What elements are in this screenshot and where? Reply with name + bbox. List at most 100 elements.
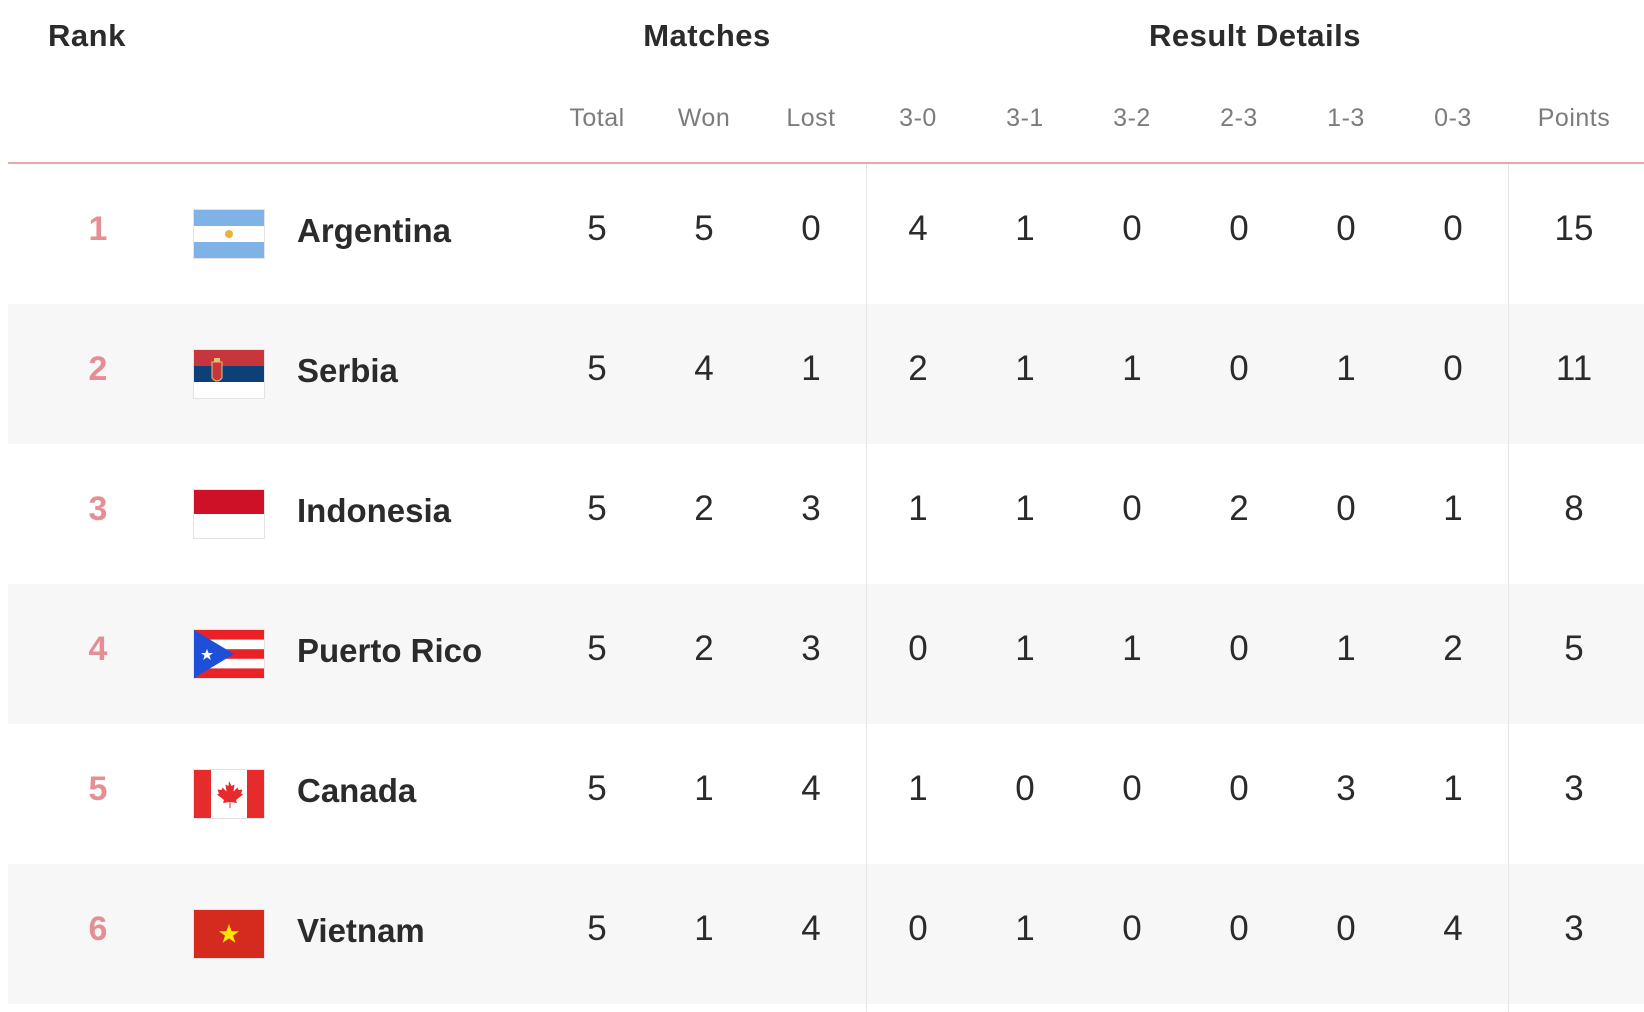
matches-header: Matches	[643, 18, 771, 53]
table-row[interactable]: 2 Serbia 5 4 1 2 1 1 0 1 0 11	[8, 304, 1644, 444]
result-3-2-cell: 0	[1122, 769, 1142, 808]
table-row[interactable]: 1 Argentina 5 5 0 4 1 0 0 0 0 15	[8, 164, 1644, 304]
col-total: Total	[569, 104, 625, 132]
col-points: Points	[1537, 104, 1611, 132]
won-cell: 2	[694, 489, 714, 528]
result-3-2-cell: 0	[1122, 909, 1142, 948]
team-name[interactable]: Canada	[297, 772, 417, 809]
rank-number: 1	[88, 210, 108, 248]
result-3-1-cell: 1	[1015, 909, 1035, 948]
total-cell: 5	[587, 349, 607, 388]
lost-cell: 1	[801, 349, 821, 388]
result-0-3-cell: 0	[1443, 209, 1463, 248]
team-name[interactable]: Argentina	[297, 212, 452, 249]
result-3-1-cell: 1	[1015, 629, 1035, 668]
result-3-1-cell: 1	[1015, 489, 1035, 528]
col-lost: Lost	[786, 104, 836, 132]
result-0-3-cell: 1	[1443, 769, 1463, 808]
result-2-3-cell: 0	[1229, 909, 1249, 948]
col-0-3: 0-3	[1434, 104, 1472, 132]
lost-cell: 4	[801, 909, 821, 948]
result-3-1-cell: 0	[1015, 769, 1035, 808]
result-2-3-cell: 0	[1229, 769, 1249, 808]
result-3-0-cell: 0	[908, 909, 928, 948]
lost-cell: 3	[801, 629, 821, 668]
result-3-0-cell: 0	[908, 629, 928, 668]
points-cell: 3	[1564, 909, 1584, 948]
col-2-3: 2-3	[1220, 104, 1258, 132]
rank-number: 3	[88, 490, 108, 528]
won-cell: 1	[694, 769, 714, 808]
total-cell: 5	[587, 769, 607, 808]
result-3-2-cell: 1	[1122, 629, 1142, 668]
table-row[interactable]: 3 Indonesia 5 2 3 1 1 0 2 0 1 8	[8, 444, 1644, 584]
result-0-3-cell: 1	[1443, 489, 1463, 528]
won-cell: 4	[694, 349, 714, 388]
result-2-3-cell: 0	[1229, 349, 1249, 388]
result-0-3-cell: 4	[1443, 909, 1463, 948]
team-name[interactable]: Puerto Rico	[297, 632, 483, 669]
col-won: Won	[677, 104, 731, 132]
result-1-3-cell: 0	[1336, 909, 1356, 948]
canada-flag-icon	[194, 770, 264, 818]
result-details-header: Result Details	[1148, 18, 1361, 53]
lost-cell: 3	[801, 489, 821, 528]
result-3-2-cell: 1	[1122, 349, 1142, 388]
rank-number: 4	[88, 630, 108, 668]
argentina-flag-icon	[194, 210, 264, 258]
vietnam-flag-icon	[194, 910, 264, 958]
total-cell: 5	[587, 629, 607, 668]
col-3-0: 3-0	[899, 104, 937, 132]
lost-cell: 4	[801, 769, 821, 808]
won-cell: 2	[694, 629, 714, 668]
rank-number: 6	[88, 910, 108, 948]
total-cell: 5	[587, 909, 607, 948]
team-name[interactable]: Indonesia	[297, 492, 452, 529]
result-3-0-cell: 1	[908, 489, 928, 528]
team-name[interactable]: Serbia	[297, 352, 398, 389]
result-3-1-cell: 1	[1015, 209, 1035, 248]
result-1-3-cell: 1	[1336, 629, 1356, 668]
result-0-3-cell: 0	[1443, 349, 1463, 388]
result-3-0-cell: 4	[908, 209, 928, 248]
won-cell: 5	[694, 209, 714, 248]
result-2-3-cell: 0	[1229, 629, 1249, 668]
result-3-0-cell: 2	[908, 349, 928, 388]
result-2-3-cell: 0	[1229, 209, 1249, 248]
table-row[interactable]: 5 Canada 5 1 4 1 0 0 0 3 1 3	[8, 724, 1644, 864]
col-3-2: 3-2	[1113, 104, 1151, 132]
total-cell: 5	[587, 209, 607, 248]
rank-number: 5	[88, 770, 108, 808]
lost-cell: 0	[801, 209, 821, 248]
rank-header: Rank	[48, 18, 126, 53]
result-2-3-cell: 2	[1229, 489, 1249, 528]
result-1-3-cell: 0	[1336, 489, 1356, 528]
result-3-0-cell: 1	[908, 769, 928, 808]
table-row[interactable]: 4 Puerto Rico 5 2 3 0 1 1 0 1 2 5	[8, 584, 1644, 724]
result-3-2-cell: 0	[1122, 489, 1142, 528]
points-cell: 5	[1564, 629, 1584, 668]
points-cell: 3	[1564, 769, 1584, 808]
indonesia-flag-icon	[194, 490, 264, 538]
total-cell: 5	[587, 489, 607, 528]
serbia-flag-icon	[194, 350, 264, 398]
col-1-3: 1-3	[1327, 104, 1365, 132]
result-0-3-cell: 2	[1443, 629, 1463, 668]
points-cell: 8	[1564, 489, 1584, 528]
table-row[interactable]: 6 Vietnam 5 1 4 0 1 0 0 0 4 3	[8, 864, 1644, 1004]
result-1-3-cell: 3	[1336, 769, 1356, 808]
column-divider	[866, 164, 867, 1012]
won-cell: 1	[694, 909, 714, 948]
result-1-3-cell: 0	[1336, 209, 1356, 248]
col-3-1: 3-1	[1006, 104, 1044, 132]
result-3-1-cell: 1	[1015, 349, 1035, 388]
points-cell: 11	[1555, 349, 1593, 388]
puerto-rico-flag-icon	[194, 630, 264, 678]
result-3-2-cell: 0	[1122, 209, 1142, 248]
column-divider	[1508, 164, 1509, 1012]
result-1-3-cell: 1	[1336, 349, 1356, 388]
rank-number: 2	[88, 350, 108, 388]
header-divider	[8, 162, 1644, 164]
team-name[interactable]: Vietnam	[297, 912, 425, 949]
points-cell: 15	[1554, 209, 1594, 248]
